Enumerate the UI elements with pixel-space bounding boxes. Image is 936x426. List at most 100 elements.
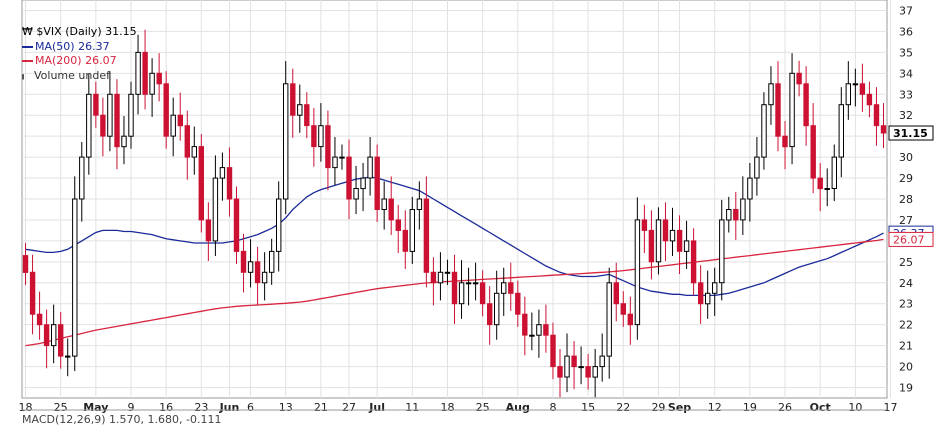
y-tick-label: 20 (899, 361, 913, 374)
x-tick-label: 11 (405, 401, 419, 414)
y-tick-label: 35 (899, 46, 913, 59)
y-tick-label: 24 (899, 277, 913, 290)
candle-body (163, 83, 169, 137)
y-tick-label: 34 (899, 67, 913, 80)
candle-body (529, 334, 535, 337)
y-tick-label: 32 (899, 109, 913, 122)
candle-body (36, 313, 43, 326)
candle-body (768, 83, 774, 106)
chart-legend: ₩ $VIX (Daily) 31.15 MA(50) 26.37 MA(200… (22, 25, 137, 83)
candle-body (754, 156, 760, 179)
candle-body (325, 125, 331, 169)
candle-body (641, 219, 648, 231)
candle-body (416, 198, 423, 210)
candle-body (261, 271, 268, 284)
candle-body (782, 135, 788, 148)
candle-body (86, 93, 92, 158)
candle-body (648, 229, 655, 263)
candle-body (142, 51, 148, 95)
x-tick-label: 21 (314, 401, 328, 414)
legend-ma50-label: MA(50) 26.37 (35, 39, 110, 53)
x-tick-label: May (83, 401, 108, 414)
ma200-swatch-icon (22, 60, 33, 62)
candle-body (304, 104, 310, 127)
candle-body (93, 93, 99, 116)
candle-body (184, 125, 191, 158)
candle-body (374, 156, 380, 211)
legend-volume: Volume undef (22, 69, 137, 84)
candle-body (571, 355, 577, 368)
candle-body (873, 104, 880, 127)
candle-body (423, 198, 430, 273)
legend-title: ₩ $VIX (Daily) 31.15 (22, 25, 137, 40)
y-tick-label: 37 (899, 4, 913, 17)
candle-body (233, 198, 240, 252)
candle-body (339, 156, 345, 159)
candle-body (402, 229, 409, 252)
x-tick-label: 25 (476, 401, 490, 414)
candle-body (810, 125, 816, 179)
x-tick-label: 9 (128, 401, 135, 414)
candle-body (198, 146, 205, 221)
x-tick-label: 15 (581, 401, 595, 414)
candle-body (269, 250, 275, 273)
x-tick-label: 29 (651, 401, 665, 414)
candle-body (501, 282, 507, 294)
legend-ma200-label: MA(200) 26.07 (35, 54, 117, 67)
candle-body (283, 83, 289, 200)
candle-body (58, 324, 64, 357)
x-tick-label: 25 (54, 401, 68, 414)
candle-body (705, 292, 711, 305)
candle-body (761, 104, 767, 158)
x-tick-label: 6 (247, 401, 254, 414)
x-tick-label: 13 (279, 401, 293, 414)
candle-body (655, 219, 662, 263)
candle-body (65, 355, 71, 358)
y-tick-label: 28 (899, 193, 913, 206)
x-tick-label: Oct (810, 401, 831, 414)
candle-body (775, 83, 781, 137)
candle-body (226, 167, 233, 200)
y-tick-label: 21 (899, 340, 913, 353)
candle-body (698, 282, 704, 305)
candle-body (669, 229, 676, 242)
candle-body (107, 93, 113, 137)
last-price-label: 31.15 (893, 127, 928, 140)
legend-ma200: MA(200) 26.07 (22, 54, 137, 69)
x-tick-label: 16 (159, 401, 173, 414)
candle-body (838, 104, 844, 158)
candle-body (613, 282, 619, 305)
x-tick-label: 10 (848, 401, 862, 414)
candle-body (276, 198, 282, 252)
candle-body (747, 177, 753, 200)
ma50-line (25, 176, 884, 297)
candle-body (585, 366, 591, 378)
candle-body (487, 303, 493, 326)
y-tick-label: 23 (899, 298, 913, 311)
x-tick-label: 12 (708, 401, 722, 414)
x-tick-label: Sep (668, 401, 691, 414)
x-tick-label: Aug (506, 401, 530, 414)
x-tick-label: 8 (549, 401, 556, 414)
legend-volume-label: Volume undef (34, 68, 110, 82)
candle-body (543, 324, 549, 336)
candle-body (508, 282, 514, 294)
candle-body (479, 282, 486, 305)
candle-body (388, 198, 394, 221)
x-tick-label: 23 (194, 401, 208, 414)
x-tick-label: 26 (778, 401, 792, 414)
candle-body (409, 209, 416, 252)
candle-body (240, 250, 247, 273)
y-tick-label: 27 (899, 214, 913, 227)
candle-body (430, 271, 437, 284)
candle-body (311, 125, 317, 148)
volume-bars-icon (22, 70, 26, 80)
candle-body (522, 313, 528, 336)
candle-body (620, 303, 626, 315)
candle-body (726, 209, 732, 221)
candle-body (346, 156, 352, 200)
candle-body (465, 282, 472, 285)
candle-body (592, 366, 598, 378)
legend-ma50: MA(50) 26.37 (22, 40, 137, 55)
